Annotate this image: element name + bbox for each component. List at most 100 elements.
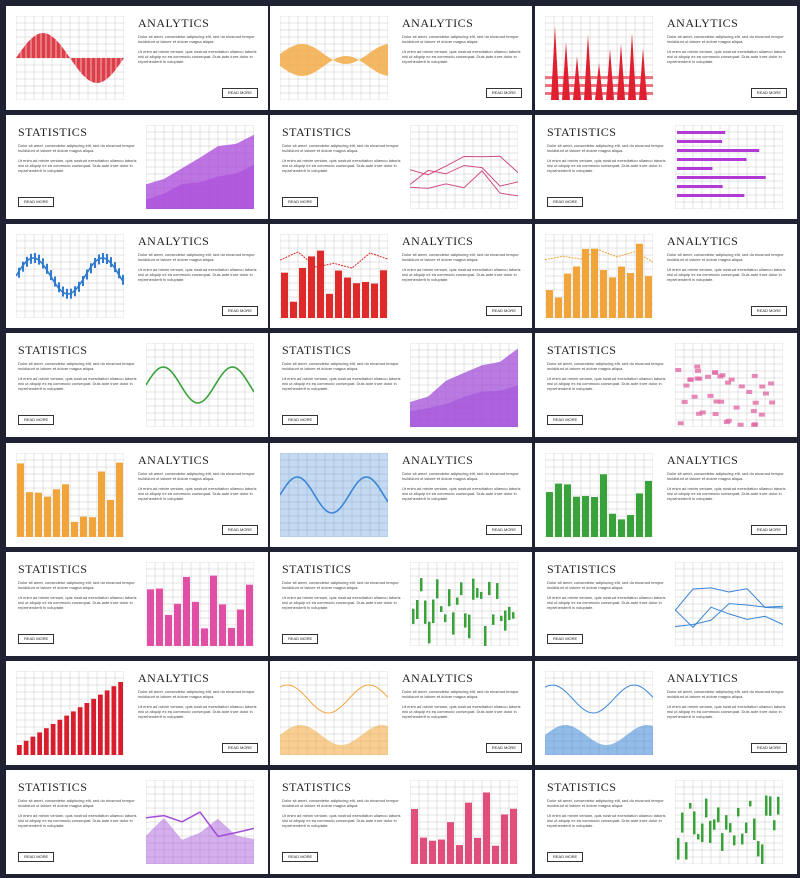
read-more-button[interactable]: READ MORE: [282, 852, 319, 862]
card-paragraph-2: Ut enim ad minim veniam, quis nostrud ex…: [667, 49, 786, 64]
card-paragraph-1: Dolor sit amet, consectetur adipiscing e…: [18, 580, 135, 590]
read-more-button[interactable]: READ MORE: [282, 415, 319, 425]
read-more-button[interactable]: READ MORE: [221, 525, 258, 535]
card-paragraph-2: Ut enim ad minim veniam, quis nostrud ex…: [138, 486, 257, 501]
card-text: ANALYTICS Dolor sit amet, consectetur ad…: [667, 453, 789, 539]
infographic-card: ANALYTICS Dolor sit amet, consectetur ad…: [6, 443, 268, 547]
read-more-button[interactable]: READ MORE: [750, 743, 787, 753]
infographic-card: ANALYTICS Dolor sit amet, consectetur ad…: [535, 443, 797, 547]
read-more-button[interactable]: READ MORE: [485, 525, 522, 535]
card-chart: [280, 671, 388, 755]
card-title: ANALYTICS: [138, 234, 210, 248]
card-paragraph-1: Dolor sit amet, consectetur adipiscing e…: [18, 143, 135, 153]
chart-graphic: [280, 16, 388, 100]
card-chart: [545, 453, 653, 537]
card-title: ANALYTICS: [667, 234, 739, 248]
card-paragraph-1: Dolor sit amet, consectetur adipiscing e…: [402, 689, 519, 699]
card-paragraph-1: Dolor sit amet, consectetur adipiscing e…: [138, 471, 255, 481]
chart-graphic: [675, 562, 783, 646]
card-chart: [545, 671, 653, 755]
card-chart: [280, 453, 388, 537]
card-paragraph-1: Dolor sit amet, consectetur adipiscing e…: [547, 361, 664, 371]
card-text: STATISTICS Dolor sit amet, consectetur a…: [547, 780, 669, 866]
card-paragraph-1: Dolor sit amet, consectetur adipiscing e…: [18, 361, 135, 371]
read-more-button[interactable]: READ MORE: [282, 634, 319, 644]
card-chart: [410, 562, 518, 646]
card-title: STATISTICS: [547, 780, 617, 794]
chart-graphic: [146, 343, 254, 427]
card-chart: [280, 234, 388, 318]
chart-graphic: [146, 780, 254, 864]
card-text: ANALYTICS Dolor sit amet, consectetur ad…: [402, 453, 524, 539]
card-chart: [410, 343, 518, 427]
infographic-card: STATISTICS Dolor sit amet, consectetur a…: [6, 115, 268, 219]
card-text: ANALYTICS Dolor sit amet, consectetur ad…: [402, 671, 524, 757]
chart-graphic: [410, 343, 518, 427]
card-paragraph-1: Dolor sit amet, consectetur adipiscing e…: [282, 580, 399, 590]
chart-graphic: [410, 125, 518, 209]
card-paragraph-2: Ut enim ad minim veniam, quis nostrud ex…: [282, 158, 401, 173]
infographic-card: ANALYTICS Dolor sit amet, consectetur ad…: [270, 443, 532, 547]
read-more-button[interactable]: READ MORE: [547, 415, 584, 425]
card-text: STATISTICS Dolor sit amet, consectetur a…: [282, 125, 404, 211]
card-paragraph-1: Dolor sit amet, consectetur adipiscing e…: [667, 252, 784, 262]
infographic-card: STATISTICS Dolor sit amet, consectetur a…: [6, 552, 268, 656]
read-more-button[interactable]: READ MORE: [485, 743, 522, 753]
card-text: ANALYTICS Dolor sit amet, consectetur ad…: [138, 234, 260, 320]
read-more-button[interactable]: READ MORE: [750, 525, 787, 535]
chart-graphic: [675, 780, 783, 864]
read-more-button[interactable]: READ MORE: [485, 306, 522, 316]
read-more-button[interactable]: READ MORE: [221, 743, 258, 753]
read-more-button[interactable]: READ MORE: [485, 88, 522, 98]
card-paragraph-2: Ut enim ad minim veniam, quis nostrud ex…: [18, 595, 137, 610]
infographic-card: STATISTICS Dolor sit amet, consectetur a…: [535, 552, 797, 656]
card-paragraph-2: Ut enim ad minim veniam, quis nostrud ex…: [402, 486, 521, 501]
card-title: STATISTICS: [282, 343, 352, 357]
read-more-button[interactable]: READ MORE: [547, 634, 584, 644]
card-text: ANALYTICS Dolor sit amet, consectetur ad…: [138, 671, 260, 757]
card-text: STATISTICS Dolor sit amet, consectetur a…: [547, 343, 669, 429]
card-paragraph-2: Ut enim ad minim veniam, quis nostrud ex…: [282, 595, 401, 610]
chart-graphic: [146, 562, 254, 646]
infographic-card: STATISTICS Dolor sit amet, consectetur a…: [535, 115, 797, 219]
card-paragraph-1: Dolor sit amet, consectetur adipiscing e…: [667, 689, 784, 699]
read-more-button[interactable]: READ MORE: [221, 306, 258, 316]
card-title: STATISTICS: [547, 343, 617, 357]
card-chart: [675, 562, 783, 646]
card-title: STATISTICS: [547, 562, 617, 576]
card-paragraph-1: Dolor sit amet, consectetur adipiscing e…: [18, 798, 135, 808]
read-more-button[interactable]: READ MORE: [221, 88, 258, 98]
card-text: ANALYTICS Dolor sit amet, consectetur ad…: [667, 16, 789, 102]
card-paragraph-1: Dolor sit amet, consectetur adipiscing e…: [547, 798, 664, 808]
infographic-card: STATISTICS Dolor sit amet, consectetur a…: [535, 333, 797, 437]
card-paragraph-2: Ut enim ad minim veniam, quis nostrud ex…: [547, 158, 666, 173]
chart-graphic: [280, 671, 388, 755]
card-text: STATISTICS Dolor sit amet, consectetur a…: [18, 780, 140, 866]
infographic-card: ANALYTICS Dolor sit amet, consectetur ad…: [270, 661, 532, 765]
infographic-card: ANALYTICS Dolor sit amet, consectetur ad…: [6, 661, 268, 765]
card-paragraph-1: Dolor sit amet, consectetur adipiscing e…: [138, 252, 255, 262]
infographic-card: STATISTICS Dolor sit amet, consectetur a…: [270, 115, 532, 219]
card-paragraph-2: Ut enim ad minim veniam, quis nostrud ex…: [547, 376, 666, 391]
chart-graphic: [280, 234, 388, 318]
read-more-button[interactable]: READ MORE: [18, 197, 55, 207]
read-more-button[interactable]: READ MORE: [547, 852, 584, 862]
read-more-button[interactable]: READ MORE: [18, 415, 55, 425]
card-paragraph-1: Dolor sit amet, consectetur adipiscing e…: [402, 252, 519, 262]
chart-graphic: [545, 234, 653, 318]
read-more-button[interactable]: READ MORE: [282, 197, 319, 207]
chart-graphic: [410, 562, 518, 646]
read-more-button[interactable]: READ MORE: [750, 306, 787, 316]
read-more-button[interactable]: READ MORE: [547, 197, 584, 207]
infographic-card: STATISTICS Dolor sit amet, consectetur a…: [6, 333, 268, 437]
read-more-button[interactable]: READ MORE: [750, 88, 787, 98]
card-paragraph-1: Dolor sit amet, consectetur adipiscing e…: [547, 143, 664, 153]
read-more-button[interactable]: READ MORE: [18, 634, 55, 644]
read-more-button[interactable]: READ MORE: [18, 852, 55, 862]
card-paragraph-1: Dolor sit amet, consectetur adipiscing e…: [402, 471, 519, 481]
card-paragraph-2: Ut enim ad minim veniam, quis nostrud ex…: [547, 595, 666, 610]
card-text: STATISTICS Dolor sit amet, consectetur a…: [282, 780, 404, 866]
card-title: STATISTICS: [547, 125, 617, 139]
infographic-card: ANALYTICS Dolor sit amet, consectetur ad…: [6, 6, 268, 110]
